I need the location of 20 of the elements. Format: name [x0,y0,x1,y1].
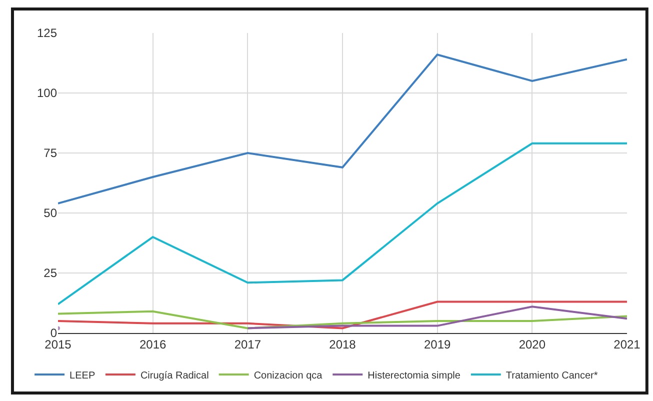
x-tick-label: 2018 [329,337,356,352]
y-tick-label: 100 [36,86,58,100]
legend-label: Cirugía Radical [140,370,209,382]
y-tick-label: 125 [36,26,58,40]
line-series [58,54,627,204]
y-tick-label: 75 [44,146,58,160]
x-tick-label: 2021 [614,337,641,352]
x-tick-label: 2020 [518,337,546,352]
legend-label: Tratamiento Cancer* [506,370,598,382]
y-tick-label: 50 [44,206,58,220]
line-series [58,310,627,330]
x-tick-label: 2016 [139,337,166,352]
x-tick-label: 2017 [234,337,262,352]
line-series [58,142,627,306]
y-tick-label: 25 [44,266,58,280]
legend-label: LEEP [70,370,96,382]
x-tick-label: 2019 [424,337,451,352]
legend-label: Conizacion qca [254,370,323,382]
legend-label: Histerectomia simple [368,370,461,382]
line-series [58,300,627,330]
